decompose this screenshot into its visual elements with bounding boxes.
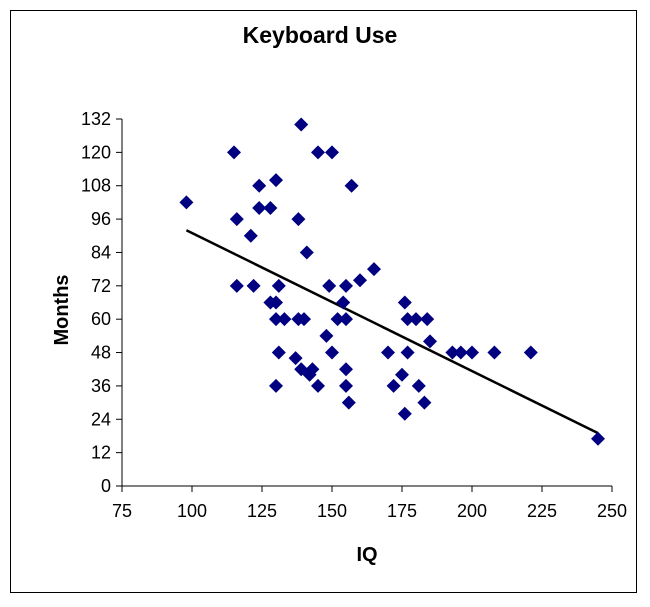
data-point [271, 345, 286, 360]
data-point [288, 351, 303, 366]
data-point [417, 395, 432, 410]
data-point [305, 362, 320, 377]
y-tick-label: 72 [91, 276, 111, 296]
data-point [336, 295, 351, 310]
y-tick-label: 120 [81, 142, 111, 162]
data-point [344, 178, 359, 193]
data-point [395, 367, 409, 382]
y-tick-label: 60 [91, 309, 111, 329]
data-point [400, 345, 415, 360]
data-point [353, 273, 367, 288]
x-tick-label: 200 [457, 501, 487, 521]
data-point [325, 345, 339, 360]
data-point [386, 378, 401, 393]
x-tick-label: 250 [597, 501, 627, 521]
data-point [591, 431, 605, 446]
data-point [420, 312, 435, 327]
data-point [487, 345, 502, 360]
data-point [271, 278, 286, 293]
y-axis-label: Months [51, 274, 73, 345]
data-point [269, 378, 283, 393]
x-tick-label: 175 [387, 501, 417, 521]
x-tick-label: 125 [247, 501, 277, 521]
data-point [453, 345, 468, 360]
data-point [229, 278, 244, 293]
data-point [227, 145, 241, 160]
data-point [409, 312, 423, 327]
data-point [339, 378, 353, 393]
axes: 0 12 24 36 48 60 72 84 96 108 120 132 75 100 125 150 175… [81, 109, 627, 521]
data-point [397, 406, 412, 421]
data-point [311, 145, 325, 160]
data-point [322, 278, 337, 293]
x-tick-label: 225 [527, 501, 557, 521]
data-point [397, 295, 412, 310]
data-point [246, 278, 261, 293]
data-point [269, 312, 283, 327]
y-tick-label: 84 [91, 242, 111, 262]
data-point [325, 145, 339, 160]
x-tick-label: 150 [317, 501, 347, 521]
data-point [381, 345, 395, 360]
y-tick-label: 24 [91, 409, 111, 429]
y-tick-label: 132 [81, 109, 111, 129]
data-point [367, 262, 381, 277]
data-point [291, 212, 306, 227]
chart-title: Keyboard Use [243, 22, 398, 48]
y-tick-label: 108 [81, 176, 111, 196]
data-point [330, 312, 345, 327]
data-point [269, 173, 283, 188]
data-point [277, 312, 292, 327]
data-point [179, 195, 194, 210]
data-point [423, 334, 437, 349]
x-axis-label: IQ [356, 544, 377, 566]
data-point [299, 245, 314, 260]
y-tick-label: 96 [91, 209, 111, 229]
data-point [341, 395, 356, 410]
chart-frame [10, 10, 637, 593]
data-point [523, 345, 538, 360]
data-point [269, 295, 283, 310]
data-point [319, 328, 334, 343]
data-point [411, 378, 426, 393]
data-point [445, 345, 460, 360]
data-point [252, 178, 267, 193]
data-point [252, 200, 267, 215]
data-point [263, 200, 278, 215]
data-point [339, 362, 353, 377]
data-point [294, 117, 309, 132]
data-point [400, 312, 415, 327]
y-tick-label: 12 [91, 443, 111, 463]
y-tick-label: 0 [101, 476, 111, 496]
data-point [339, 278, 353, 293]
data-point [465, 345, 479, 360]
y-tick-label: 36 [91, 376, 111, 396]
data-point [297, 312, 311, 327]
x-tick-label: 75 [112, 501, 132, 521]
x-tick-label: 100 [177, 501, 207, 521]
data-point [229, 212, 244, 227]
trendline [185, 229, 599, 435]
data-point [339, 312, 353, 327]
data-points [179, 117, 605, 446]
data-point [311, 378, 325, 393]
y-tick-label: 48 [91, 343, 111, 363]
data-point [243, 228, 258, 243]
trendline-layer [185, 229, 599, 435]
